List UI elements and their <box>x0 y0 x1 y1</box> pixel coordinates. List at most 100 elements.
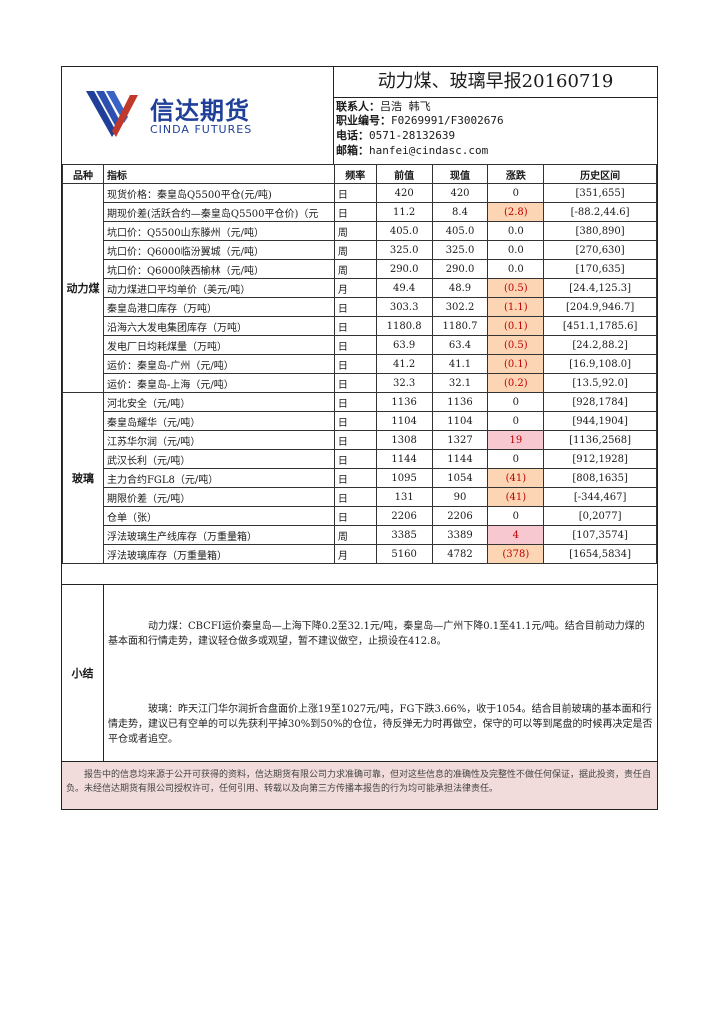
previous-value-cell: 32.3 <box>375 373 433 393</box>
indicator-cell: 秦皇岛耀华（元/吨） <box>102 411 335 431</box>
previous-value-cell: 290.0 <box>375 259 433 279</box>
frequency-cell: 日 <box>333 392 377 412</box>
current-value-cell: 1136 <box>431 392 489 412</box>
previous-value-cell: 405.0 <box>375 221 433 241</box>
current-value-cell: 2206 <box>431 506 489 526</box>
history-range-cell: [912,1928] <box>543 449 657 469</box>
history-range-cell: [107,3574] <box>543 525 657 545</box>
change-cell: (2.8) <box>487 202 545 222</box>
email-value: hanfei@cindasc.com <box>369 144 489 157</box>
history-range-cell: [13.5,92.0] <box>543 373 657 393</box>
column-header: 指标 <box>102 164 335 184</box>
summary-glass-text: 玻璃：昨天江门华尔润折合盘面价上涨19至1027元/吨，FG下跌3.66%，收于… <box>108 704 653 745</box>
indicator-cell: 运价：秦皇岛-上海（元/吨） <box>102 373 335 393</box>
previous-value-cell: 131 <box>375 487 433 507</box>
indicator-cell: 江苏华尔润（元/吨） <box>102 430 335 450</box>
table-row: 坑口价：Q5500山东滕州（元/吨）周 405.0 405.0 0.0 [380,890… <box>63 221 657 241</box>
change-cell: (0.1) <box>487 316 545 336</box>
previous-value-cell: 2206 <box>375 506 433 526</box>
previous-value-cell: 1180.8 <box>375 316 433 336</box>
history-range-cell: [24.4,125.3] <box>543 278 657 298</box>
column-header: 前值 <box>375 164 433 184</box>
frequency-cell: 日 <box>333 183 377 203</box>
current-value-cell: 325.0 <box>431 240 489 260</box>
history-range-cell: [170,635] <box>543 259 657 279</box>
cinda-logo-icon <box>86 91 138 137</box>
indicator-cell: 秦皇岛港口库存（万吨） <box>102 297 335 317</box>
table-row: 主力合约FGL8（元/吨）日 1095 1054 (41) [808,1635] <box>63 468 657 488</box>
history-range-cell: [-88.2,44.6] <box>543 202 657 222</box>
current-value-cell: 405.0 <box>431 221 489 241</box>
table-row: 秦皇岛港口库存（万吨）日 303.3 302.2 (1.1) [204.9,946.7] <box>63 297 657 317</box>
current-value-cell: 1180.7 <box>431 316 489 336</box>
change-cell: 0.0 <box>487 221 545 241</box>
change-cell: 0 <box>487 183 545 203</box>
history-range-cell: [1136,2568] <box>543 430 657 450</box>
table-row: 坑口价：Q6000陕西榆林（元/吨）周 290.0 290.0 0.0 [170,635… <box>63 259 657 279</box>
frequency-cell: 月 <box>333 278 377 298</box>
table-row: 期限价差（元/吨）日 131 90 (41) [-344,467] <box>63 487 657 507</box>
previous-value-cell: 49.4 <box>375 278 433 298</box>
table-row: 江苏华尔润（元/吨）日 1308 1327 19 [1136,2568] <box>63 430 657 450</box>
category-cell: 动力煤 <box>62 183 104 393</box>
change-cell: (0.1) <box>487 354 545 374</box>
change-cell: (41) <box>487 468 545 488</box>
current-value-cell: 63.4 <box>431 335 489 355</box>
table-row: 发电厂日均耗煤量（万吨）日 63.9 63.4 (0.5) [24.2,88.2] <box>63 335 657 355</box>
indicator-cell: 运价：秦皇岛-广州（元/吨） <box>102 354 335 374</box>
history-range-cell: [451.1,1785.6] <box>543 316 657 336</box>
history-range-cell: [351,655] <box>543 183 657 203</box>
table-row: 浮法玻璃生产线库存（万重量箱）周 3385 3389 4 [107,3574] <box>63 525 657 545</box>
current-value-cell: 8.4 <box>431 202 489 222</box>
history-range-cell: [24.2,88.2] <box>543 335 657 355</box>
previous-value-cell: 1136 <box>375 392 433 412</box>
current-value-cell: 420 <box>431 183 489 203</box>
indicator-cell: 河北安全（元/吨） <box>102 392 335 412</box>
current-value-cell: 1054 <box>431 468 489 488</box>
page-title: 动力煤、玻璃早报20160719 <box>334 67 657 98</box>
email-label: 邮箱： <box>336 144 369 157</box>
previous-value-cell: 63.9 <box>375 335 433 355</box>
frequency-cell: 日 <box>333 335 377 355</box>
frequency-cell: 周 <box>333 221 377 241</box>
frequency-cell: 日 <box>333 487 377 507</box>
history-range-cell: [944,1904] <box>543 411 657 431</box>
change-cell: (378) <box>487 544 545 564</box>
frequency-cell: 日 <box>333 297 377 317</box>
table-row: 武汉长利（元/吨）日 1144 1144 0 [912,1928] <box>63 449 657 469</box>
table-row: 运价：秦皇岛-广州（元/吨）日 41.2 41.1 (0.1) [16.9,108.0] <box>63 354 657 374</box>
history-range-cell: [204.9,946.7] <box>543 297 657 317</box>
current-value-cell: 290.0 <box>431 259 489 279</box>
table-header-row: 品种 指标 频率 前值 现值 涨跌 历史区间 <box>62 164 657 184</box>
indicator-cell: 坑口价：Q5500山东滕州（元/吨） <box>102 221 335 241</box>
current-value-cell: 3389 <box>431 525 489 545</box>
previous-value-cell: 1104 <box>375 411 433 431</box>
indicator-cell: 浮法玻璃生产线库存（万重量箱） <box>102 525 335 545</box>
logo-en-text: CINDA FUTURES <box>150 123 253 136</box>
frequency-cell: 日 <box>333 506 377 526</box>
history-range-cell: [16.9,108.0] <box>543 354 657 374</box>
frequency-cell: 月 <box>333 544 377 564</box>
frequency-cell: 周 <box>333 240 377 260</box>
indicator-cell: 现货价格：秦皇岛Q5500平仓(元/吨) <box>102 183 335 203</box>
previous-value-cell: 5160 <box>375 544 433 564</box>
current-value-cell: 41.1 <box>431 354 489 374</box>
previous-value-cell: 1144 <box>375 449 433 469</box>
frequency-cell: 日 <box>333 373 377 393</box>
frequency-cell: 周 <box>333 259 377 279</box>
current-value-cell: 1327 <box>431 430 489 450</box>
contact-line: 联系人：吕浩 韩飞 <box>336 98 431 114</box>
current-value-cell: 90 <box>431 487 489 507</box>
change-cell: 0 <box>487 449 545 469</box>
current-value-cell: 302.2 <box>431 297 489 317</box>
change-cell: 19 <box>487 430 545 450</box>
current-value-cell: 4782 <box>431 544 489 564</box>
summary-section: 小结 动力煤：CBCFI运价秦皇岛—上海下降0.2至32.1元/吨，秦皇岛—广州… <box>62 584 657 761</box>
table-row: 动力煤进口平均单价（美元/吨）月 49.4 48.9 (0.5) [24.4,125.3… <box>63 278 657 298</box>
current-value-cell: 32.1 <box>431 373 489 393</box>
change-cell: (41) <box>487 487 545 507</box>
previous-value-cell: 303.3 <box>375 297 433 317</box>
change-cell: 0 <box>487 506 545 526</box>
phone-value: 0571-28132639 <box>369 129 456 142</box>
history-range-cell: [1654,5834] <box>543 544 657 564</box>
